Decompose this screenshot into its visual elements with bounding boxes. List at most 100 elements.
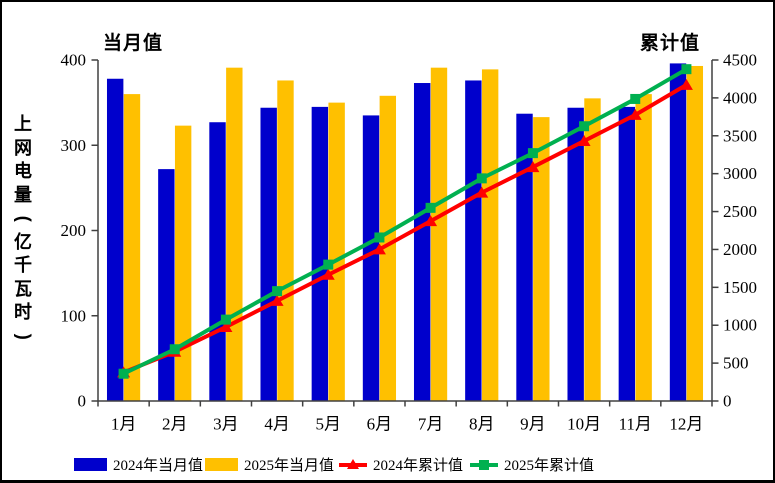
y-axis-label-char: 网 — [14, 137, 32, 158]
marker-square-2025年累计值-1月 — [118, 368, 129, 379]
bar-2025年当月值-8月 — [481, 69, 499, 401]
y-axis-label-char: 时 — [14, 302, 32, 322]
legend-label: 2025年累计值 — [504, 457, 595, 474]
marker-square-2025年累计值-11月 — [630, 93, 641, 104]
x-axis-month-label: 5月 — [316, 415, 342, 434]
marker-triangle-2024年累计值-7月 — [424, 215, 438, 227]
marker-triangle-2024年累计值-6月 — [372, 243, 386, 255]
bar-2025年当月值-9月 — [533, 117, 550, 402]
x-axis-month-label: 9月 — [520, 415, 546, 434]
bar-2025年当月值-10月 — [584, 98, 601, 402]
bar-2024年当月值-5月 — [311, 106, 329, 401]
marker-square-2025年累计值-5月 — [323, 259, 334, 270]
bar-2025年当月值-11月 — [635, 94, 652, 401]
x-axis-month-label: 2月 — [162, 415, 188, 434]
legend-line-marker-icon — [470, 458, 498, 471]
legend-item-4: 2025年累计值 — [470, 453, 594, 475]
right-axis-tick-label: 0 — [723, 392, 732, 411]
y-axis-label: 上网电量(亿千瓦时) — [10, 113, 36, 348]
x-axis-month-label: 8月 — [469, 415, 495, 434]
bar-2025年当月值-6月 — [379, 95, 397, 402]
legend: 2024年当月值 2025年当月值 2024年累计值 2025年累计值 — [2, 453, 773, 475]
right-axis-tick-label: 2000 — [723, 240, 757, 259]
legend-item-2: 2025年当月值 — [205, 453, 334, 475]
marker-square-2025年累计值-8月 — [476, 173, 487, 184]
line-2024年累计值 — [122, 83, 688, 375]
left-axis-tick-label: 100 — [61, 306, 87, 325]
bar-2025年当月值-5月 — [328, 102, 345, 401]
marker-triangle-2024年累计值-3月 — [219, 320, 233, 332]
legend-line-marker-icon — [339, 458, 367, 471]
bar-2025年当月值-12月 — [686, 65, 704, 401]
legend-item-1: 2024年当月值 — [74, 453, 203, 475]
bar-2025年当月值-7月 — [430, 67, 448, 402]
legend-label: 2025年当月值 — [244, 457, 335, 474]
bar-2024年当月值-3月 — [209, 122, 226, 402]
left-axis-tick-label: 400 — [61, 51, 87, 70]
bar-2024年当月值-2月 — [158, 169, 175, 401]
x-axis-month-label: 11月 — [619, 415, 652, 434]
bar-2024年当月值-8月 — [465, 80, 482, 402]
left-axis-tick-label: 200 — [61, 221, 87, 240]
legend-label: 2024年累计值 — [373, 457, 464, 474]
right-axis-tick-label: 1500 — [723, 278, 757, 297]
y-axis-label-char: 上 — [14, 114, 32, 134]
left-axis-tick-label: 0 — [78, 392, 87, 411]
right-axis-tick-label: 3000 — [723, 164, 757, 183]
marker-triangle-2024年累计值-8月 — [475, 186, 489, 198]
marker-triangle-2024年累计值-9月 — [526, 161, 540, 173]
right-axis-tick-label: 4500 — [723, 51, 757, 70]
left-axis-tick-label: 300 — [61, 136, 87, 155]
y-axis-label-char: 千 — [14, 255, 32, 275]
marker-square-2025年累计值-3月 — [220, 314, 231, 325]
right-axis-tick-label: 1000 — [723, 316, 757, 335]
y-axis-label-char: 电 — [14, 161, 32, 181]
x-axis-month-label: 3月 — [213, 415, 239, 434]
bar-2024年当月值-4月 — [260, 107, 277, 402]
bar-2024年当月值-9月 — [516, 113, 533, 402]
bar-2025年当月值-4月 — [277, 80, 294, 402]
y-axis-label-char: 亿 — [14, 231, 32, 252]
bar-2024年当月值-1月 — [106, 78, 124, 401]
bar-2024年当月值-10月 — [567, 107, 584, 402]
marker-square-2025年累计值-4月 — [272, 286, 283, 297]
square-marker-icon — [479, 459, 489, 470]
x-axis-month-label: 12月 — [669, 415, 703, 434]
bar-2025年当月值-1月 — [123, 94, 141, 401]
marker-square-2025年累计值-10月 — [579, 121, 590, 132]
bar-2025年当月值-3月 — [226, 67, 243, 402]
x-axis-month-label: 1月 — [111, 415, 137, 434]
line-2025年累计值 — [122, 67, 688, 376]
triangle-marker-icon — [347, 458, 359, 469]
marker-square-2025年累计值-12月 — [681, 64, 692, 75]
right-axis-title: 累计值 — [640, 33, 701, 54]
y-axis-label-char: 瓦 — [14, 278, 32, 299]
marker-square-2025年累计值-7月 — [425, 202, 436, 213]
legend-item-3: 2024年累计值 — [339, 453, 463, 475]
right-axis-tick-label: 2500 — [723, 202, 757, 221]
right-axis-tick-label: 3500 — [723, 126, 757, 145]
bar-2024年当月值-6月 — [362, 115, 380, 401]
bar-2024年当月值-11月 — [618, 106, 636, 401]
legend-swatch-icon — [74, 457, 107, 471]
marker-square-2025年累计值-6月 — [374, 232, 385, 243]
right-axis-tick-label: 500 — [723, 354, 749, 373]
x-axis-month-label: 7月 — [418, 415, 444, 434]
bar-2024年当月值-12月 — [669, 63, 687, 401]
bar-2025年当月值-2月 — [174, 125, 192, 401]
x-axis-month-label: 6月 — [367, 415, 393, 434]
right-axis-tick-label: 4000 — [723, 88, 757, 107]
marker-triangle-2024年累计值-12月 — [679, 78, 693, 90]
marker-triangle-2024年累计值-10月 — [577, 135, 591, 147]
bar-2024年当月值-7月 — [413, 83, 431, 401]
x-axis-month-label: 4月 — [264, 415, 290, 434]
marker-square-2025年累计值-9月 — [527, 148, 538, 159]
y-axis-label-char: 量 — [14, 184, 32, 205]
marker-triangle-2024年累计值-11月 — [628, 108, 642, 120]
legend-swatch-icon — [205, 457, 238, 471]
left-axis-title: 当月值 — [103, 33, 164, 54]
marker-triangle-2024年累计值-4月 — [270, 294, 284, 306]
marker-square-2025年累计值-2月 — [169, 344, 180, 355]
